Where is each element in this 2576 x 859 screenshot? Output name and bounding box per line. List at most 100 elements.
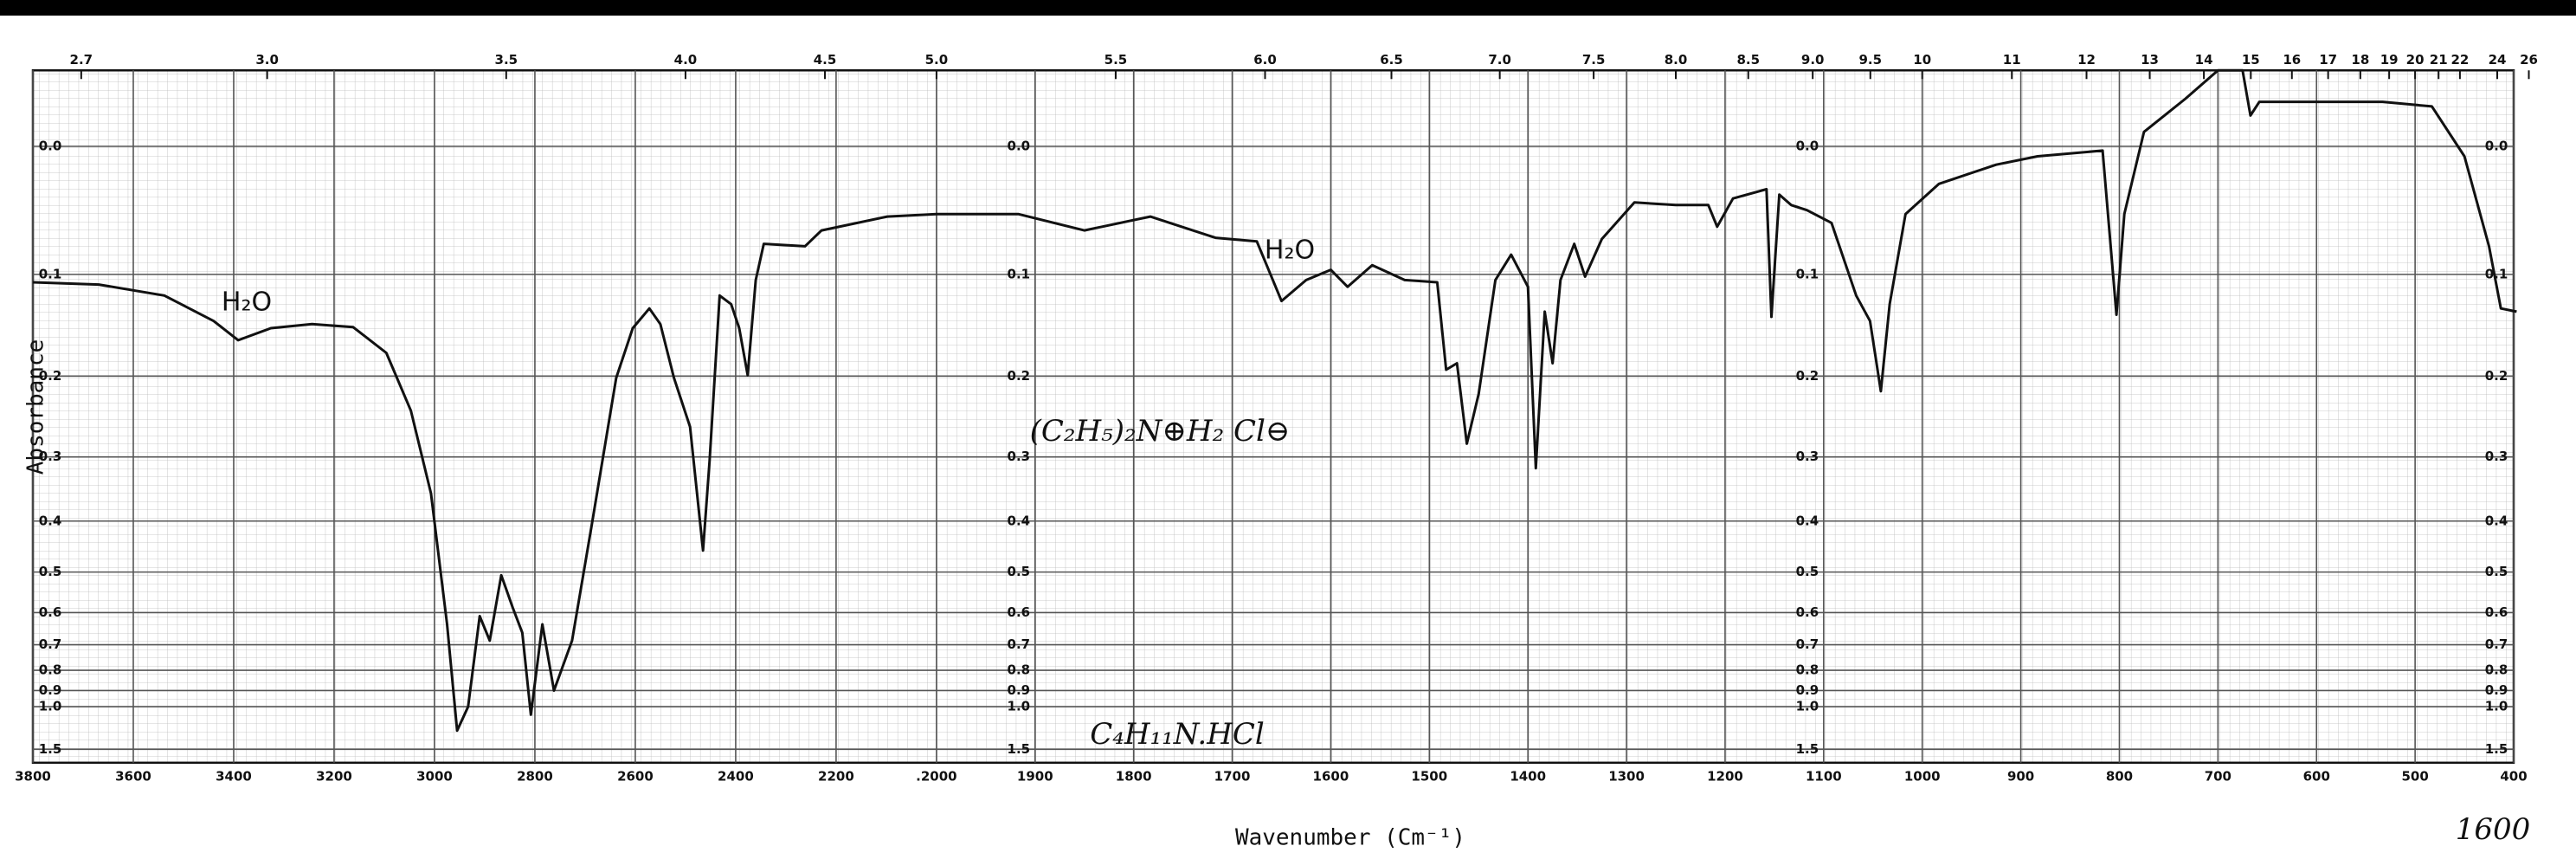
- y-tick-label: 0.4: [1008, 513, 1031, 528]
- y-tick-label: 0.6: [1796, 604, 1819, 620]
- y-tick-label: 0.4: [2485, 513, 2508, 528]
- y-tick-label: 0.0: [39, 139, 62, 154]
- x-tick-label: 1800: [1116, 768, 1152, 784]
- y-tick-label: 0.3: [39, 449, 62, 464]
- x-tick-label: 1500: [1411, 768, 1447, 784]
- x2-tick-label: 10: [1913, 52, 1931, 68]
- y-tick-label: 0.3: [1796, 449, 1819, 464]
- y-tick-label: 0.8: [2485, 662, 2508, 678]
- y-tick-label: 0.1: [39, 266, 62, 281]
- y-tick-label: 0.7: [1796, 636, 1819, 652]
- x2-tick-label: 5.5: [1104, 52, 1128, 68]
- x-tick-label: 3400: [216, 768, 252, 784]
- x-tick-label: .2000: [916, 768, 956, 784]
- y-tick-label: 0.7: [1008, 636, 1031, 652]
- y-tick-label: 0.0: [1796, 139, 1819, 154]
- y-tick-label: 0.8: [1008, 662, 1031, 678]
- x2-tick-label: 3.5: [495, 52, 518, 68]
- y-tick-label: 1.0: [1796, 699, 1819, 714]
- y-tick-label: 0.6: [2485, 604, 2508, 620]
- x2-tick-label: 13: [2141, 52, 2159, 68]
- y-tick-label: 0.0: [2485, 139, 2508, 154]
- x2-tick-label: 19: [2380, 52, 2399, 68]
- x2-tick-label: 14: [2195, 52, 2213, 68]
- y-tick-label: 0.2: [1796, 368, 1819, 384]
- y-tick-label: 0.6: [39, 604, 62, 620]
- annotation: (C₂H₅)₂N⊕H₂ Cl⊖: [1030, 414, 1291, 449]
- x2-tick-label: 5.0: [925, 52, 949, 68]
- y-tick-label: 0.9: [39, 682, 62, 698]
- x-tick-label: 2200: [818, 768, 854, 784]
- y-tick-label: 0.7: [2485, 636, 2508, 652]
- x2-tick-label: 26: [2520, 52, 2538, 68]
- y-tick-label: 0.5: [1008, 564, 1031, 579]
- x-tick-label: 2400: [718, 768, 754, 784]
- x2-tick-label: 8.5: [1736, 52, 1760, 68]
- grid-paper: [33, 70, 2514, 763]
- y-tick-label: 0.4: [1796, 513, 1819, 528]
- x2-tick-label: 6.0: [1253, 52, 1277, 68]
- x2-tick-label: 9.0: [1801, 52, 1825, 68]
- y-tick-label: 0.4: [39, 513, 62, 528]
- y-tick-label: 0.9: [2485, 682, 2508, 698]
- x-tick-label: 500: [2401, 768, 2428, 784]
- x2-tick-label: 21: [2430, 52, 2448, 68]
- x-tick-label: 1000: [1904, 768, 1941, 784]
- x-tick-label: 1400: [1510, 768, 1546, 784]
- y-tick-label: 0.3: [2485, 449, 2508, 464]
- x-axis-label: Wavenumber (Cm⁻¹): [1235, 825, 1465, 851]
- x2-tick-label: 3.0: [255, 52, 279, 68]
- x-tick-label: 1900: [1017, 768, 1053, 784]
- x2-tick-label: 4.5: [814, 52, 837, 68]
- x-tick-label: 1300: [1608, 768, 1645, 784]
- y-tick-label: 1.5: [2485, 741, 2508, 757]
- x2-tick-label: 7.0: [1488, 52, 1511, 68]
- x-tick-label: 3800: [15, 768, 51, 784]
- y-tick-label: 0.5: [2485, 564, 2508, 579]
- top-band: [0, 0, 2576, 16]
- y-tick-label: 1.5: [1796, 741, 1819, 757]
- y-tick-label: 0.5: [1796, 564, 1819, 579]
- x-tick-label: 1700: [1214, 768, 1251, 784]
- y-tick-label: 0.2: [1008, 368, 1031, 384]
- x-tick-label: 1600: [1313, 768, 1349, 784]
- x2-tick-label: 16: [2283, 52, 2301, 68]
- x2-tick-label: 18: [2351, 52, 2369, 68]
- spectrum-line: [32, 68, 2517, 733]
- x2-tick-label: 22: [2450, 52, 2469, 68]
- annotation: C₄H₁₁N.HCl: [1090, 717, 1264, 752]
- y-tick-label: 1.0: [2485, 699, 2508, 714]
- y-tick-label: 0.9: [1008, 682, 1031, 698]
- x-tick-label: 3200: [316, 768, 352, 784]
- y-tick-label: 0.7: [39, 636, 62, 652]
- x2-tick-label: 7.5: [1582, 52, 1606, 68]
- y-tick-label: 0.1: [1008, 266, 1031, 281]
- x2-tick-label: 12: [2077, 52, 2096, 68]
- y-tick-label: 0.1: [1796, 266, 1819, 281]
- y-tick-label: 1.5: [1008, 741, 1031, 757]
- x2-tick-label: 4.0: [674, 52, 698, 68]
- annotation: 1600: [2456, 812, 2531, 847]
- x-tick-label: 800: [2106, 768, 2133, 784]
- y-tick-label: 0.6: [1008, 604, 1031, 620]
- x2-tick-label: 20: [2406, 52, 2425, 68]
- y-tick-label: 0.0: [1008, 139, 1031, 154]
- x2-tick-label: 2.7: [70, 52, 93, 68]
- y-tick-label: 0.2: [39, 368, 62, 384]
- x-tick-label: 1200: [1707, 768, 1743, 784]
- y-tick-label: 0.2: [2485, 368, 2508, 384]
- x2-tick-label: 8.0: [1665, 52, 1688, 68]
- y-tick-label: 0.3: [1008, 449, 1031, 464]
- y-tick-label: 1.0: [39, 699, 62, 714]
- y-tick-label: 0.1: [2485, 266, 2508, 281]
- y-tick-label: 1.5: [39, 741, 62, 757]
- x-tick-label: 900: [2007, 768, 2034, 784]
- x2-tick-label: 15: [2242, 52, 2260, 68]
- annotation: H₂O: [1265, 236, 1315, 266]
- x-tick-label: 600: [2303, 768, 2330, 784]
- y-axis-label: Absorbance: [23, 339, 49, 475]
- y-tick-label: 0.8: [39, 662, 62, 678]
- x2-tick-label: 9.5: [1858, 52, 1882, 68]
- y-tick-label: 1.0: [1008, 699, 1031, 714]
